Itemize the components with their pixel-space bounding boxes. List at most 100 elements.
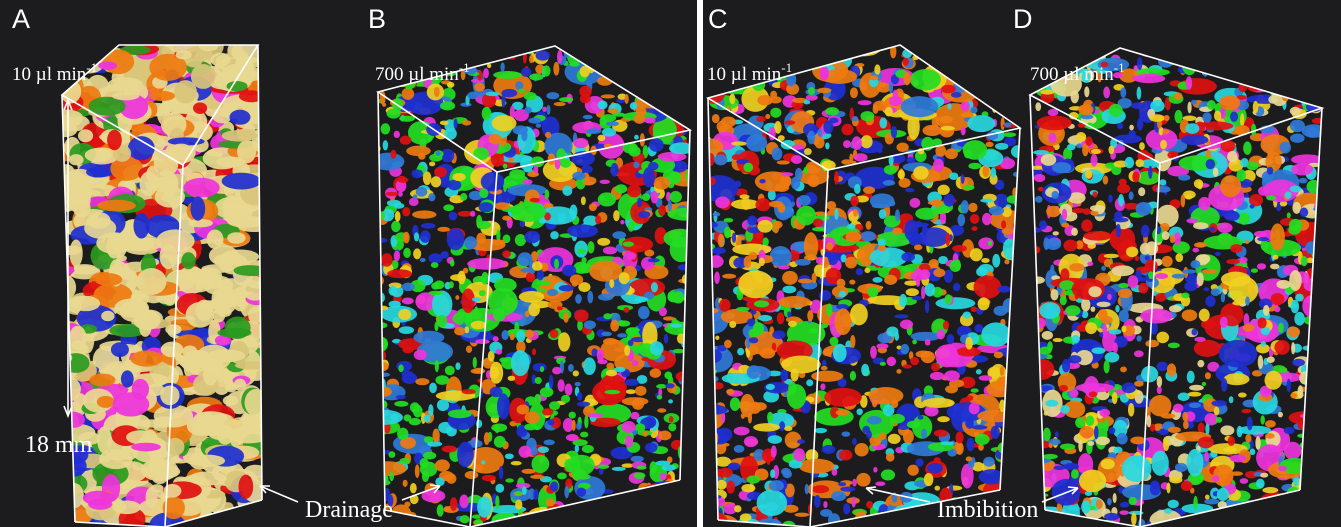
blob (845, 256, 858, 269)
blob (840, 486, 856, 492)
blob (889, 95, 903, 107)
blob (807, 174, 820, 188)
blob (967, 460, 975, 469)
blob (661, 464, 676, 472)
blob (1097, 309, 1108, 321)
blob (873, 466, 878, 473)
blob (437, 226, 450, 232)
blob (791, 144, 805, 150)
blob (899, 319, 914, 330)
box-edge (74, 521, 166, 527)
blob (1042, 453, 1058, 460)
blob (796, 205, 817, 226)
blob (1245, 239, 1250, 245)
blob (1205, 423, 1210, 435)
blob (1311, 117, 1322, 125)
blob (1156, 204, 1179, 228)
blob (715, 456, 732, 467)
blob (413, 330, 445, 345)
blob (851, 136, 862, 150)
blob (515, 490, 522, 496)
blob (657, 408, 667, 413)
blob (600, 94, 616, 99)
blob (1276, 279, 1291, 289)
panel-label: B (368, 4, 386, 34)
blob (216, 156, 246, 168)
flow-rate-text: 10 µl min (12, 64, 87, 85)
blob (1212, 167, 1219, 177)
blob (915, 458, 924, 467)
blob (1114, 336, 1128, 348)
blob (1136, 57, 1143, 70)
blob (1085, 136, 1093, 146)
blob (1104, 512, 1120, 521)
blob (238, 90, 262, 103)
blob (188, 218, 213, 228)
blob (595, 215, 602, 225)
blob (952, 245, 967, 252)
blob (879, 361, 886, 366)
blob (413, 232, 420, 242)
blob (1211, 400, 1227, 407)
blob (398, 326, 415, 334)
blob (910, 356, 920, 366)
blob (965, 336, 973, 350)
blob (1289, 119, 1306, 133)
blob (1090, 306, 1096, 312)
blob (94, 273, 123, 287)
blob (813, 427, 828, 434)
blob (902, 364, 912, 369)
blob (1078, 439, 1083, 452)
arrow (1041, 486, 1079, 503)
blob (69, 265, 99, 275)
blob (630, 455, 644, 463)
blob (509, 332, 515, 341)
blob (716, 427, 733, 442)
blob (1189, 384, 1204, 391)
blob (1290, 133, 1305, 143)
blob (571, 419, 576, 431)
blob (457, 441, 474, 468)
blob (912, 415, 933, 439)
blob (938, 255, 948, 265)
blob (1246, 416, 1253, 431)
blob (929, 371, 945, 381)
blob (1150, 100, 1165, 112)
blob (1173, 92, 1183, 100)
blob (1223, 373, 1250, 386)
blob (1118, 282, 1129, 289)
blob (1173, 232, 1181, 246)
blob (1155, 186, 1171, 193)
blob (193, 102, 208, 114)
blob (656, 384, 667, 389)
blob (672, 348, 685, 354)
blob (552, 366, 562, 375)
blob (440, 148, 455, 163)
blob (446, 81, 455, 88)
blob (1030, 165, 1045, 170)
blob (841, 123, 854, 136)
blob (977, 297, 990, 311)
blob (820, 509, 833, 517)
blob (968, 202, 978, 213)
blob (415, 378, 430, 386)
blob (165, 437, 185, 456)
blob (394, 400, 409, 407)
blob (753, 423, 780, 432)
blob (825, 107, 840, 116)
blob (459, 515, 470, 524)
blob (740, 455, 759, 482)
blob (397, 177, 409, 183)
blob (887, 433, 901, 444)
blob (1228, 396, 1234, 404)
blob (971, 226, 978, 232)
blob (1121, 382, 1137, 394)
blob (1218, 339, 1258, 368)
blob (571, 279, 578, 287)
blob (1270, 263, 1280, 270)
blob (628, 146, 641, 157)
blob (962, 140, 988, 160)
blob (525, 272, 536, 283)
blob (1132, 171, 1140, 183)
